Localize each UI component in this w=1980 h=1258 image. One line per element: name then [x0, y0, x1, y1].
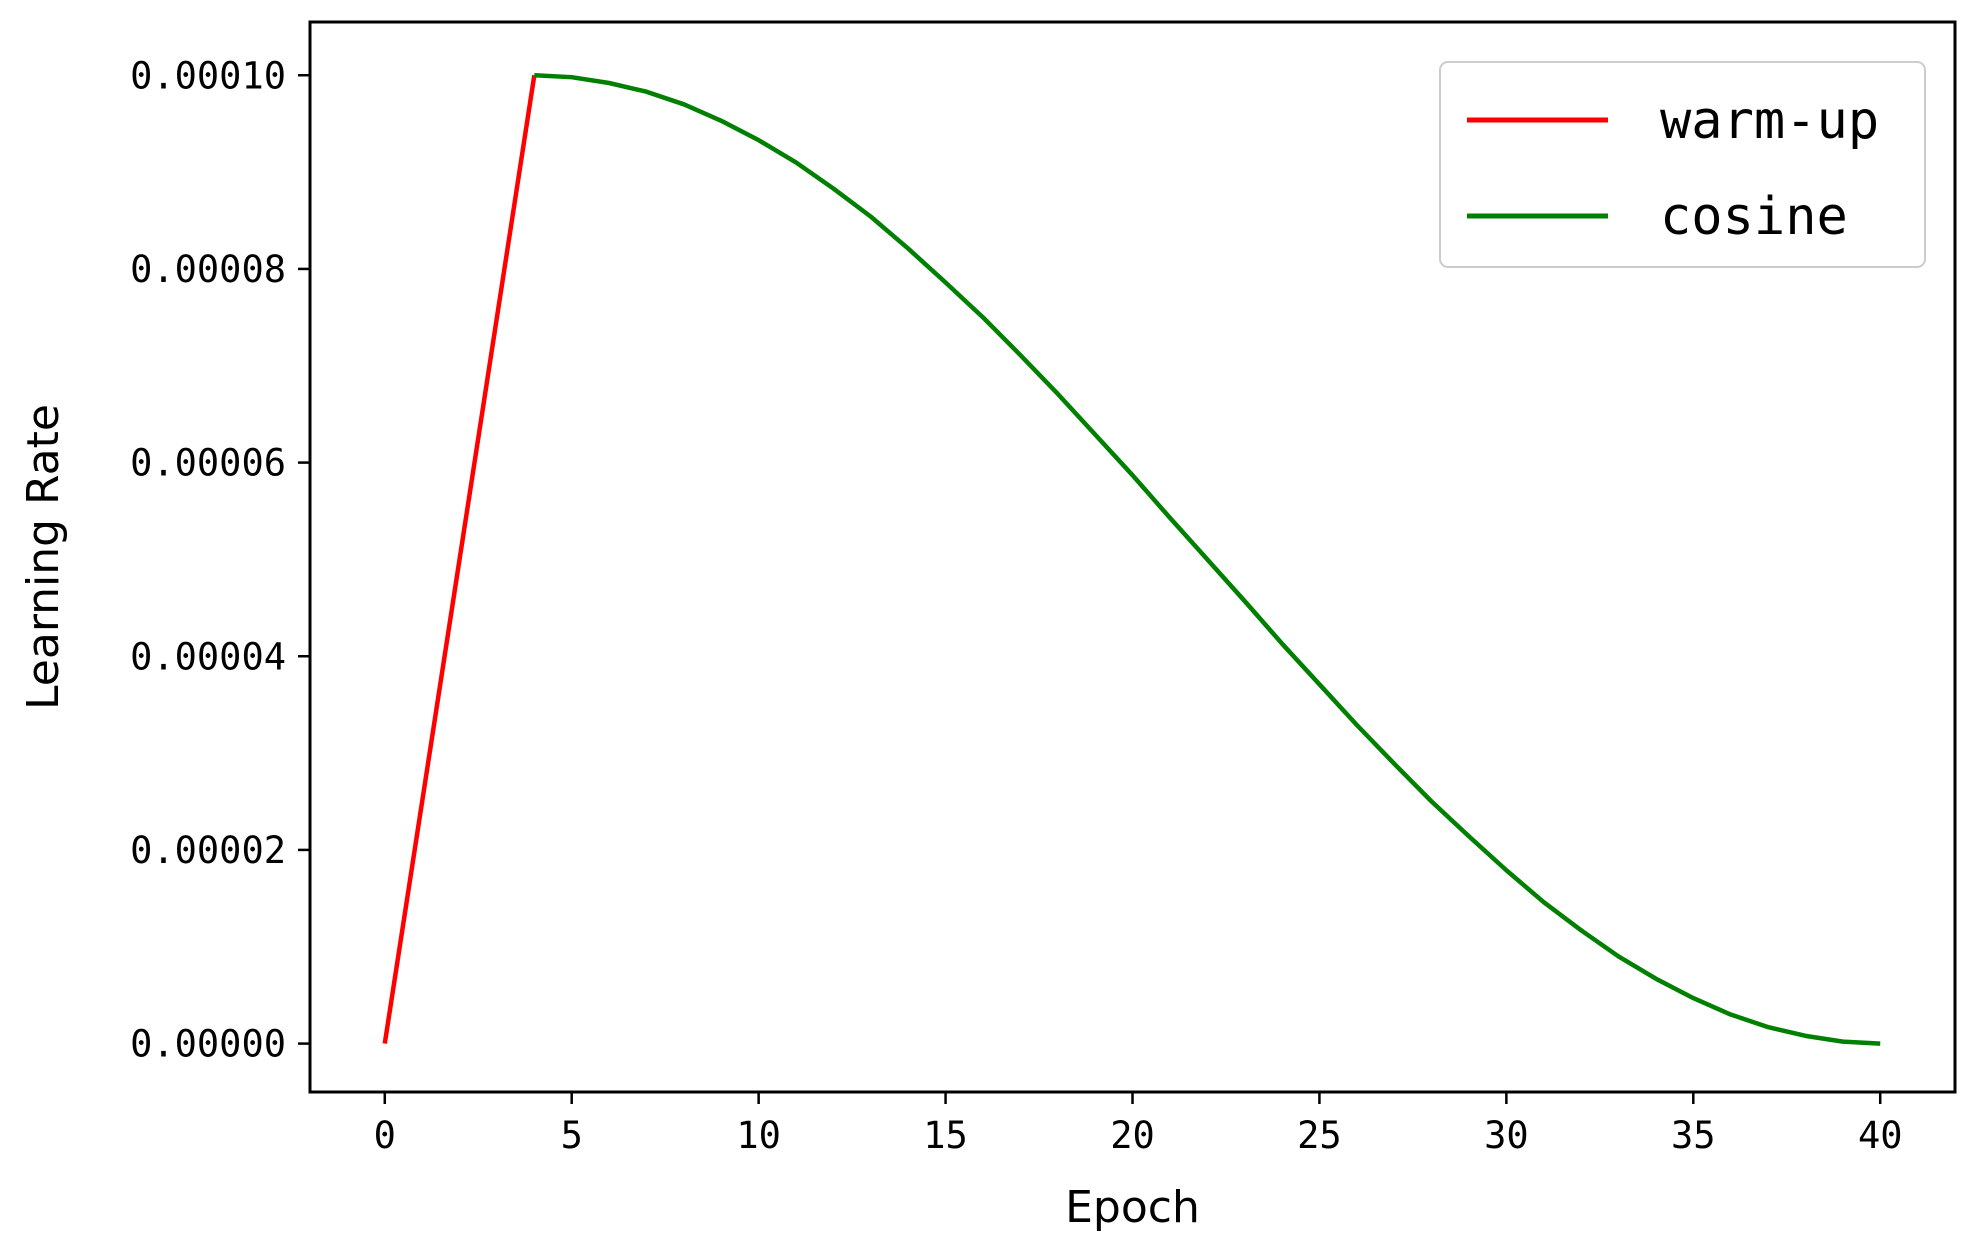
x-tick-label: 5	[561, 1114, 583, 1157]
x-tick-label: 40	[1858, 1114, 1903, 1157]
plot-lines	[382, 73, 1881, 1046]
y-tick-label: 0.00008	[130, 248, 286, 291]
legend-label-warm-up: warm-up	[1660, 91, 1879, 151]
legend: warm-up cosine	[1439, 61, 1926, 268]
x-axis-label: Epoch	[1065, 1182, 1200, 1233]
legend-label-cosine: cosine	[1660, 187, 1848, 247]
x-tick-label: 0	[374, 1114, 396, 1157]
y-tick-label: 0.00002	[130, 829, 286, 872]
x-tick-label: 10	[736, 1114, 781, 1157]
y-tick-label: 0.00000	[130, 1023, 286, 1066]
x-tick-label: 25	[1297, 1114, 1342, 1157]
x-tick-label: 35	[1671, 1114, 1716, 1157]
y-tick-label: 0.00004	[130, 635, 286, 678]
y-tick-label: 0.00006	[130, 442, 286, 485]
y-axis-ticks: 0.00000 0.00002 0.00004 0.00006 0.00008 0.000…	[130, 54, 310, 1066]
x-axis-ticks: 0 5 10 15 20 25 30 35 40	[374, 1092, 1903, 1157]
series-line-cosine	[534, 73, 1881, 1046]
series-line-warm-up	[382, 74, 537, 1044]
y-axis-label: Learning Rate	[18, 404, 69, 710]
y-tick-label: 0.00010	[130, 54, 286, 97]
x-tick-label: 30	[1484, 1114, 1529, 1157]
x-tick-label: 15	[923, 1114, 968, 1157]
x-tick-label: 20	[1110, 1114, 1155, 1157]
